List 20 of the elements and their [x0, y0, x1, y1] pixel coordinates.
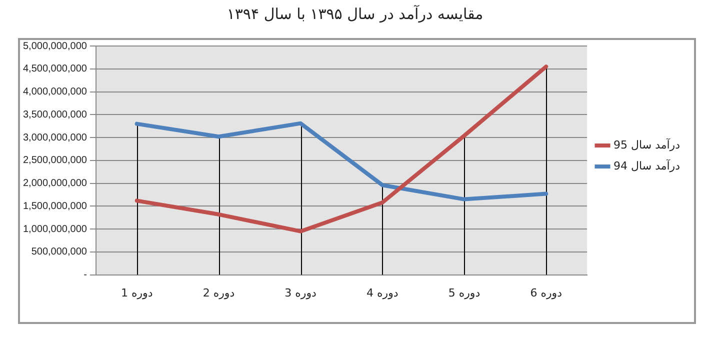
y-tick-label: 2,500,000,000 — [22, 155, 88, 166]
x-tick-label: دوره 1 — [120, 286, 153, 300]
y-tick-label: 3,500,000,000 — [22, 109, 88, 120]
x-tick-label: دوره 3 — [284, 286, 317, 300]
y-tick-label: 4,000,000,000 — [22, 86, 88, 98]
y-tick-label: 1,000,000,000 — [22, 224, 88, 235]
x-tick-label: دوره 6 — [530, 286, 562, 300]
y-tick-label: - — [84, 270, 87, 281]
y-tick-label: 500,000,000 — [31, 246, 88, 258]
legend-label: درآمد سال 95 — [614, 137, 680, 152]
x-tick-label: دوره 5 — [448, 286, 480, 300]
x-tick-label: دوره 2 — [202, 286, 235, 300]
y-tick-label: 4,500,000,000 — [22, 64, 88, 75]
y-tick-label: 3,000,000,000 — [22, 132, 88, 144]
x-tick-label: دوره 4 — [366, 286, 398, 300]
y-tick-label: 2,000,000,000 — [22, 178, 88, 190]
y-tick-label: 1,500,000,000 — [22, 200, 88, 212]
chart-title: مقایسه درآمد در سال ۱۳۹۵ با سال ۱۳۹۴ — [226, 4, 484, 23]
y-tick-label: 5,000,000,000 — [22, 40, 88, 52]
legend-label: درآمد سال 94 — [614, 158, 680, 172]
